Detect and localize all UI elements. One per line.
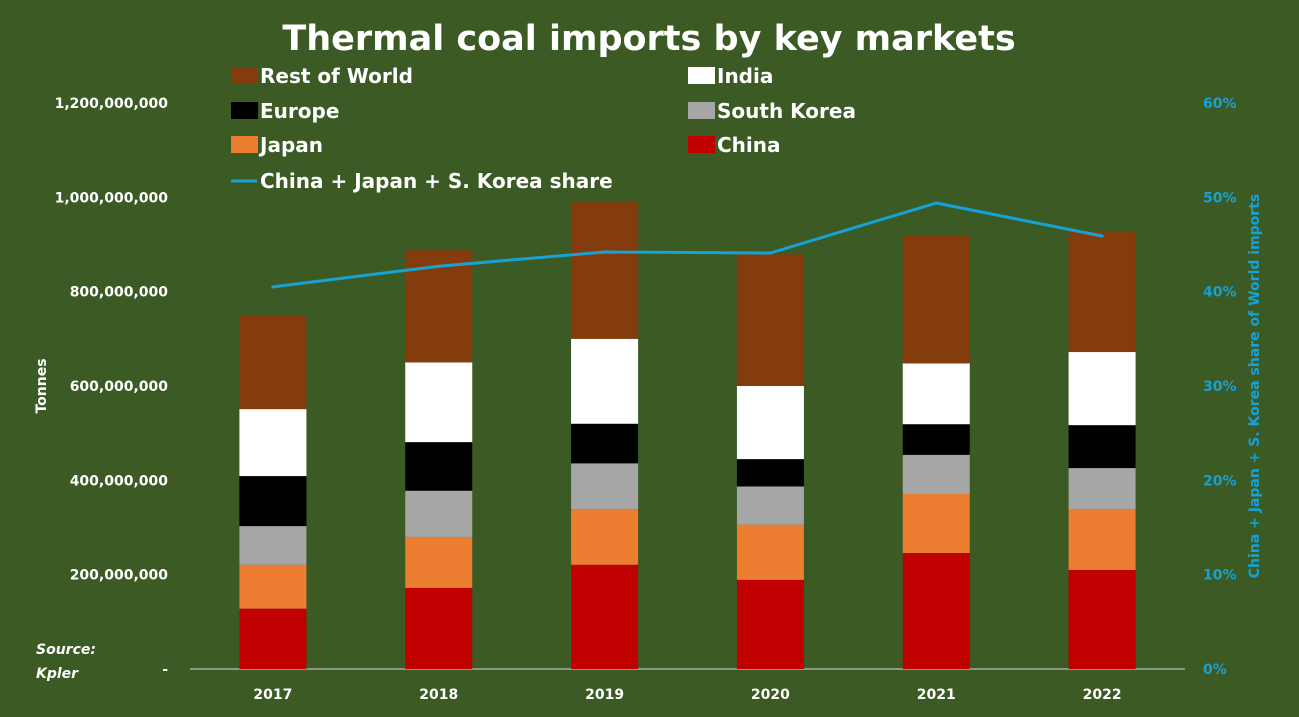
bar-europe-2020	[736, 459, 804, 487]
bar-south-korea-2020	[736, 486, 804, 525]
bar-india-2021	[902, 363, 970, 425]
x-tick-label: 2022	[1083, 687, 1122, 703]
y2-tick-label: 50%	[1203, 190, 1237, 206]
bar-japan-2022	[1068, 509, 1136, 570]
y2-axis-title: China + Japan + S. Korea share of World …	[1247, 194, 1263, 578]
source-name: Kpler	[36, 666, 79, 682]
bar-japan-2020	[736, 524, 804, 580]
share-point-2017	[271, 285, 275, 289]
bar-europe-2019	[571, 423, 639, 464]
bar-china-2019	[571, 564, 639, 669]
share-point-2018	[437, 264, 441, 268]
x-tick-label: 2017	[253, 687, 292, 703]
bar-india-2019	[571, 338, 639, 424]
bar-south-korea-2018	[405, 490, 473, 537]
x-tick-label: 2021	[917, 687, 956, 703]
bar-rest-of-world-2020	[736, 254, 804, 386]
legend-swatch-rest-of-world	[231, 67, 258, 84]
bar-europe-2017	[239, 476, 307, 527]
bar-japan-2018	[405, 536, 473, 588]
share-point-2019	[603, 250, 607, 254]
bar-south-korea-2017	[239, 526, 307, 565]
bar-europe-2021	[902, 424, 970, 455]
y-tick-label: 600,000,000	[70, 379, 169, 395]
x-tick-label: 2018	[419, 687, 458, 703]
y2-tick-label: 60%	[1203, 96, 1237, 112]
legend-label-china: China	[717, 133, 781, 157]
y-tick-label: -	[162, 662, 168, 678]
legend-swatch-europe	[231, 102, 258, 119]
y2-tick-label: 30%	[1203, 379, 1237, 395]
legend-swatch-japan	[231, 136, 258, 153]
y-tick-label: 400,000,000	[70, 473, 169, 489]
share-line	[271, 201, 1104, 289]
bar-india-2020	[736, 386, 804, 460]
x-tick-label: 2019	[585, 687, 624, 703]
legend-label-south-korea: South Korea	[717, 99, 856, 123]
legend-label-india: India	[717, 64, 773, 88]
y2-tick-label: 0%	[1203, 662, 1227, 678]
y2-tick-label: 40%	[1203, 285, 1237, 301]
legend-label-europe: Europe	[260, 99, 339, 123]
y-tick-label: 1,000,000,000	[55, 190, 169, 206]
bar-rest-of-world-2022	[1068, 231, 1136, 353]
bar-rest-of-world-2017	[239, 315, 307, 410]
bar-rest-of-world-2019	[571, 202, 639, 339]
bar-japan-2017	[239, 564, 307, 609]
bar-south-korea-2019	[571, 463, 639, 510]
bar-india-2022	[1068, 352, 1136, 426]
bar-china-2021	[902, 552, 970, 669]
bar-south-korea-2021	[902, 454, 970, 495]
share-point-2022	[1100, 234, 1104, 238]
legend-swatch-india	[688, 67, 715, 84]
y-axis-title: Tonnes	[34, 358, 50, 413]
legend-swatch-south-korea	[688, 102, 715, 119]
bar-china-2022	[1068, 569, 1136, 669]
bar-europe-2018	[405, 442, 473, 491]
bar-rest-of-world-2021	[902, 236, 970, 364]
legend-swatch-china	[688, 136, 715, 153]
y-tick-label: 1,200,000,000	[55, 96, 169, 112]
source-label: Source:	[36, 642, 96, 658]
y-tick-label: 800,000,000	[70, 285, 169, 301]
legend-label-rest-of-world: Rest of World	[260, 64, 413, 88]
bar-south-korea-2022	[1068, 468, 1136, 510]
legend-label-japan: Japan	[258, 133, 323, 157]
chart-title: Thermal coal imports by key markets	[282, 19, 1015, 59]
bar-india-2018	[405, 362, 473, 443]
bar-china-2018	[405, 587, 473, 669]
legend-label-share-line: China + Japan + S. Korea share	[260, 169, 613, 193]
bar-china-2020	[736, 579, 804, 669]
bar-india-2017	[239, 409, 307, 477]
x-tick-label: 2020	[751, 687, 790, 703]
share-point-2020	[768, 251, 772, 255]
bar-japan-2021	[902, 494, 970, 553]
bar-japan-2019	[571, 509, 639, 565]
share-point-2021	[934, 201, 938, 205]
y2-tick-label: 10%	[1203, 568, 1237, 584]
bar-china-2017	[239, 608, 307, 669]
bar-europe-2022	[1068, 425, 1136, 469]
y-tick-label: 200,000,000	[70, 568, 169, 584]
y2-tick-label: 20%	[1203, 473, 1237, 489]
